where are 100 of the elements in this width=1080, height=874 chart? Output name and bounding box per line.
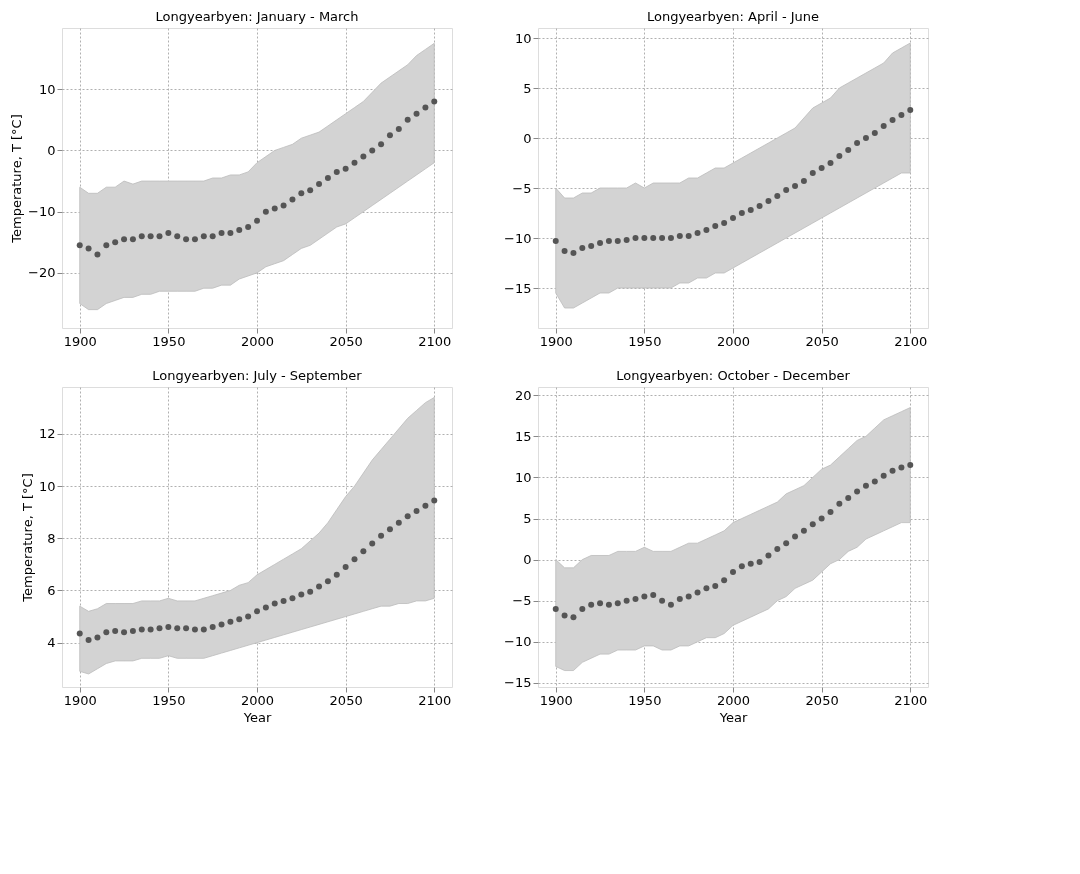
x-axis-title: Year bbox=[242, 709, 272, 725]
point bbox=[129, 627, 136, 634]
y-tick-label: 10 bbox=[514, 30, 532, 46]
point bbox=[738, 563, 745, 570]
point bbox=[605, 601, 612, 608]
point bbox=[650, 591, 657, 598]
point bbox=[730, 568, 736, 575]
x-tick-label: 1950 bbox=[152, 692, 186, 708]
point bbox=[623, 597, 630, 604]
point bbox=[183, 625, 190, 632]
point bbox=[588, 243, 595, 249]
point bbox=[730, 215, 736, 221]
point bbox=[342, 165, 349, 172]
point bbox=[676, 233, 683, 239]
x-tick-label: 2050 bbox=[805, 333, 839, 349]
y-tick-label: −10 bbox=[504, 634, 532, 650]
point bbox=[271, 205, 278, 212]
point bbox=[103, 242, 110, 249]
point bbox=[280, 597, 287, 604]
point bbox=[386, 526, 393, 533]
x-tick-label: 2000 bbox=[716, 692, 751, 708]
point bbox=[395, 519, 402, 526]
point bbox=[165, 230, 172, 237]
point bbox=[747, 560, 754, 567]
point bbox=[871, 130, 878, 136]
point bbox=[747, 207, 754, 213]
point bbox=[650, 235, 657, 241]
point bbox=[413, 507, 420, 514]
point bbox=[898, 464, 905, 471]
point bbox=[333, 571, 340, 578]
point bbox=[623, 237, 630, 243]
point bbox=[880, 472, 887, 479]
point bbox=[324, 175, 331, 181]
x-tick-label: 2100 bbox=[894, 692, 928, 708]
point bbox=[667, 601, 674, 608]
x-tick-label: 1950 bbox=[152, 333, 186, 349]
point bbox=[262, 604, 269, 611]
y-tick-label: 15 bbox=[514, 428, 532, 444]
point bbox=[395, 126, 402, 133]
point bbox=[800, 178, 807, 184]
y-tick-label: 6 bbox=[47, 582, 56, 598]
point bbox=[191, 626, 198, 633]
x-tick-label: 2100 bbox=[894, 333, 928, 349]
x-tick-label: 1950 bbox=[628, 333, 662, 349]
y-tick-label: −20 bbox=[28, 265, 56, 281]
point bbox=[94, 634, 101, 641]
point bbox=[854, 488, 861, 495]
point bbox=[422, 502, 429, 509]
point bbox=[85, 637, 92, 644]
point bbox=[703, 585, 710, 592]
point bbox=[694, 230, 701, 236]
point bbox=[209, 233, 216, 240]
point bbox=[738, 210, 745, 216]
point bbox=[360, 548, 367, 555]
point bbox=[862, 135, 869, 141]
x-tick-label: 1950 bbox=[628, 692, 662, 708]
point bbox=[845, 494, 852, 501]
point bbox=[324, 578, 331, 585]
point bbox=[351, 556, 358, 563]
point bbox=[333, 168, 340, 175]
point bbox=[641, 593, 648, 600]
point bbox=[659, 597, 666, 604]
point bbox=[570, 250, 577, 256]
point bbox=[685, 593, 692, 600]
y-tick-label: 5 bbox=[523, 511, 532, 527]
y-tick-label: 12 bbox=[38, 426, 56, 442]
point bbox=[218, 621, 225, 628]
point bbox=[289, 595, 296, 602]
chart-title: Longyearbyen: January - March bbox=[155, 9, 359, 24]
point bbox=[765, 552, 772, 559]
point bbox=[316, 181, 323, 188]
point bbox=[76, 242, 83, 249]
point bbox=[121, 629, 128, 636]
point bbox=[632, 235, 639, 241]
point bbox=[218, 230, 225, 237]
point bbox=[156, 233, 163, 240]
point bbox=[76, 630, 83, 637]
point bbox=[721, 577, 728, 584]
point bbox=[641, 235, 648, 241]
point bbox=[262, 208, 269, 215]
y-tick-label: 5 bbox=[523, 80, 532, 96]
chart-title: Longyearbyen: July - September bbox=[152, 368, 363, 383]
point bbox=[121, 236, 128, 243]
y-tick-label: 0 bbox=[47, 142, 56, 158]
y-tick-label: −10 bbox=[504, 230, 532, 246]
point bbox=[298, 591, 305, 598]
point bbox=[378, 141, 385, 148]
point bbox=[342, 564, 349, 570]
point bbox=[254, 217, 260, 224]
point bbox=[236, 227, 243, 234]
point bbox=[129, 236, 136, 243]
x-tick-label: 1900 bbox=[539, 692, 573, 708]
point bbox=[827, 508, 834, 515]
point bbox=[712, 582, 719, 589]
point bbox=[889, 467, 896, 474]
point bbox=[386, 132, 393, 139]
y-axis-title: Temperature, T [°C] bbox=[19, 473, 35, 603]
point bbox=[174, 625, 181, 632]
y-tick-label: 10 bbox=[38, 478, 56, 494]
point bbox=[836, 500, 843, 507]
